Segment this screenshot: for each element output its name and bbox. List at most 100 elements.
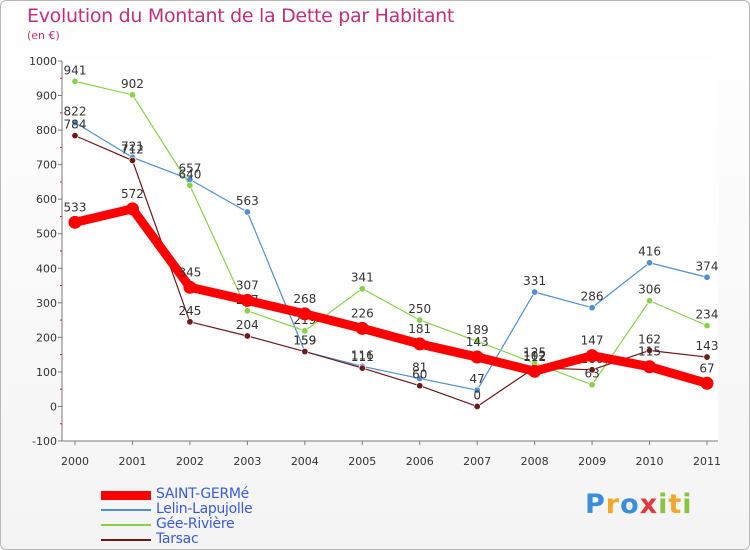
data-point	[301, 327, 309, 335]
x-tick-label: 2002	[176, 455, 204, 468]
brand-letter: x	[639, 489, 659, 520]
data-label: 189	[466, 323, 489, 337]
legend-swatch	[101, 509, 151, 511]
data-label: 226	[351, 306, 374, 320]
data-label: 102	[523, 349, 546, 363]
data-point	[703, 353, 711, 361]
data-label: 374	[696, 259, 719, 273]
data-point	[588, 366, 596, 374]
data-point	[413, 337, 427, 351]
data-label: 721	[121, 139, 144, 153]
data-label: 112	[523, 350, 546, 364]
data-point	[703, 273, 711, 281]
x-tick-label: 2004	[291, 455, 319, 468]
data-label: 286	[581, 290, 604, 304]
brand-letter: r	[605, 489, 621, 520]
data-point	[528, 364, 542, 378]
data-label: 204	[236, 318, 259, 332]
data-point	[355, 321, 369, 335]
data-label: 181	[408, 322, 431, 336]
data-point	[71, 118, 79, 126]
data-label: 331	[523, 274, 546, 288]
data-point	[585, 349, 599, 363]
legend-swatch	[101, 539, 151, 541]
data-point	[416, 316, 424, 324]
data-label: 640	[178, 167, 201, 181]
data-point	[646, 259, 654, 267]
y-tick-label: 300	[36, 297, 57, 310]
data-label: 159	[293, 334, 316, 348]
data-label: 784	[64, 118, 87, 132]
data-label: 345	[178, 265, 201, 279]
x-tick-label: 2008	[521, 455, 549, 468]
data-label: 902	[121, 77, 144, 91]
x-tick-label: 2006	[406, 455, 434, 468]
data-label: 307	[236, 278, 259, 292]
data-point	[700, 376, 714, 390]
data-label: 245	[178, 304, 201, 318]
data-point	[646, 297, 654, 305]
chart-subtitle: (en €)	[27, 29, 60, 42]
data-label: 234	[696, 308, 719, 322]
data-point	[531, 288, 539, 296]
data-label: 416	[638, 245, 661, 259]
data-label: 143	[696, 339, 719, 353]
brand-letter: i	[682, 489, 693, 520]
y-tick-label: 1000	[29, 55, 57, 68]
legend-label: Tarsac	[156, 531, 199, 547]
legend-label: Lelin-Lapujolle	[156, 501, 253, 517]
y-tick-label: 0	[50, 400, 57, 413]
x-tick-label: 2001	[118, 455, 146, 468]
y-tick-label: -100	[32, 435, 57, 448]
series-0: 533 572 345 307 268 226 181 143 102 147 115 67	[64, 187, 715, 390]
data-point	[243, 332, 251, 340]
plot-area	[62, 61, 718, 441]
data-point	[183, 280, 197, 294]
x-tick-label: 2011	[693, 455, 721, 468]
data-label: 306	[638, 283, 661, 297]
data-label: 67	[699, 361, 714, 375]
data-label: 533	[64, 200, 87, 214]
data-point	[643, 360, 657, 374]
x-tick-label: 2003	[233, 455, 261, 468]
data-label: 143	[466, 335, 489, 349]
data-point	[470, 350, 484, 364]
x-tick-label: 2007	[463, 455, 491, 468]
data-label: 159	[293, 334, 316, 348]
y-tick-label: 800	[36, 124, 57, 137]
data-point	[358, 364, 366, 372]
x-tick-label: 2000	[61, 455, 89, 468]
data-point	[240, 293, 254, 307]
data-point	[71, 132, 79, 140]
legend-swatch	[101, 524, 151, 526]
data-label: 0	[473, 388, 481, 402]
data-point	[186, 318, 194, 326]
legend-swatch	[101, 490, 151, 500]
series-3: 784712245204159111600112106162143	[64, 118, 719, 410]
data-label: 116	[351, 348, 374, 362]
data-label: 111	[351, 350, 374, 364]
data-point	[128, 91, 136, 99]
data-point	[358, 285, 366, 293]
series-line	[74, 121, 708, 391]
brand-letter: t	[668, 489, 683, 520]
series-1: 822 721 657 563 159 116 81 47 331 286 416 374	[64, 104, 719, 394]
data-label: 712	[121, 142, 144, 156]
data-label: 572	[121, 187, 144, 201]
data-label: 341	[351, 271, 374, 285]
data-point	[473, 337, 481, 345]
data-label: 60	[412, 368, 427, 382]
x-tick-label: 2009	[578, 455, 606, 468]
series-line	[74, 135, 708, 408]
data-point	[588, 381, 596, 389]
data-point	[68, 215, 82, 229]
series-line	[70, 204, 712, 388]
data-label: 941	[64, 63, 87, 77]
x-tick-label: 2010	[636, 455, 664, 468]
data-point	[703, 322, 711, 330]
data-label: 47	[470, 372, 485, 386]
data-label: 268	[293, 292, 316, 306]
data-point	[243, 208, 251, 216]
